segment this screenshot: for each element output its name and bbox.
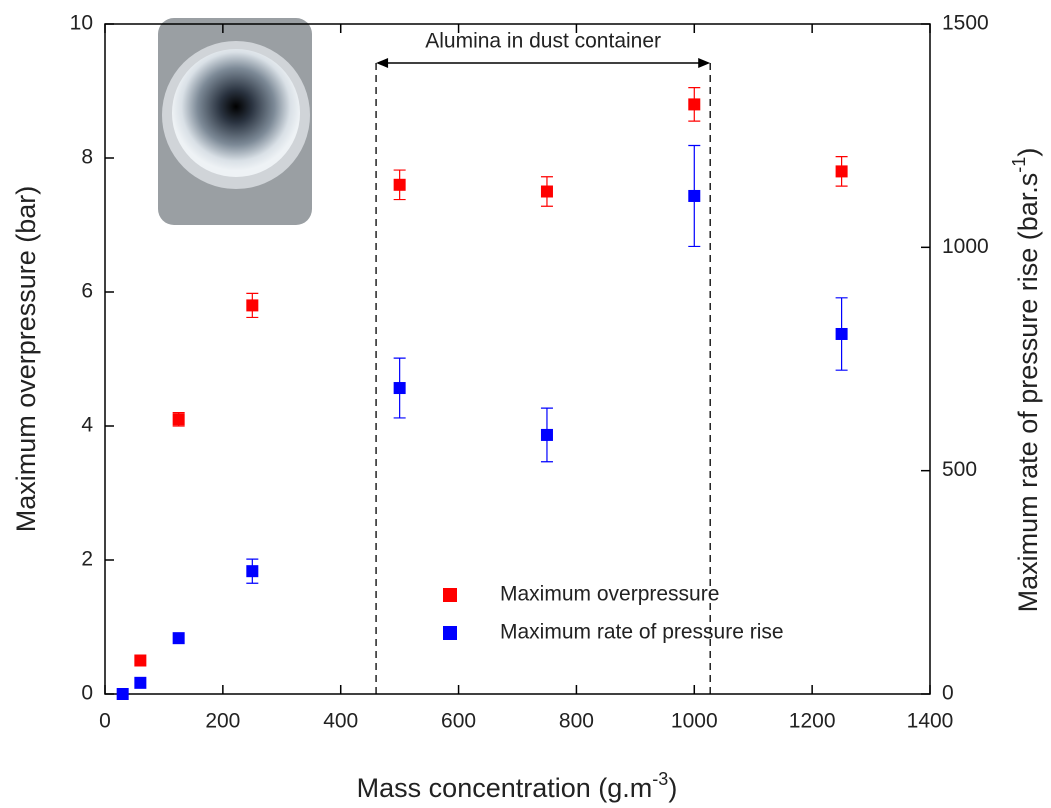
y-tick-label: 4 <box>81 414 93 437</box>
data-point <box>540 185 553 198</box>
y-tick-label: 2 <box>81 548 93 571</box>
data-point <box>172 413 185 426</box>
y-tick-label: 0 <box>81 682 93 705</box>
y-axis-title: Maximum overpressure (bar) <box>11 186 41 533</box>
x-tick-label: 1200 <box>789 710 836 733</box>
y2-axis-title-sup: -1 <box>1009 157 1029 173</box>
data-point <box>835 165 848 178</box>
x-tick-label: 0 <box>99 710 111 733</box>
x-axis-title-end: ) <box>668 773 677 803</box>
data-point <box>688 189 701 202</box>
data-point <box>393 178 406 191</box>
data-point <box>688 98 701 111</box>
x-tick-label: 200 <box>205 710 240 733</box>
x-tick-label: 1400 <box>907 710 954 733</box>
data-point <box>116 688 129 700</box>
y-tick-label: 6 <box>81 280 93 303</box>
y-tick-label: 8 <box>81 146 93 169</box>
legend-label: Maximum rate of pressure rise <box>500 621 784 644</box>
inset-photo <box>158 18 312 225</box>
legend-swatch <box>443 588 457 602</box>
data-point <box>134 654 147 667</box>
y-tick-label: 10 <box>70 12 93 35</box>
x-tick-label: 600 <box>441 710 476 733</box>
y2-axis-title-text: Maximum rate of pressure rise (bar.s <box>1013 173 1043 613</box>
data-point <box>835 327 848 340</box>
legend-label: Maximum overpressure <box>500 583 719 606</box>
plot-frame <box>104 23 931 695</box>
y2-tick-label: 0 <box>942 682 954 705</box>
x-tick-label: 1000 <box>671 710 718 733</box>
x-axis-title-sup: -3 <box>652 769 668 789</box>
x-tick-label: 400 <box>323 710 358 733</box>
annotation-text: Alumina in dust container <box>425 30 661 53</box>
data-point <box>246 565 259 578</box>
y2-axis-title-end: ) <box>1013 148 1043 157</box>
data-point <box>393 382 406 395</box>
data-point <box>172 632 185 645</box>
x-axis-title: Mass concentration (g.m-3) <box>357 769 678 803</box>
data-point <box>134 676 147 689</box>
x-axis-title-text: Mass concentration (g.m <box>357 773 653 803</box>
data-point <box>246 299 259 312</box>
y2-tick-label: 500 <box>942 458 977 481</box>
y2-tick-label: 1500 <box>942 12 989 35</box>
x-tick-label: 800 <box>559 710 594 733</box>
data-point <box>540 428 553 441</box>
legend-swatch <box>443 626 457 640</box>
y2-axis-title: Maximum rate of pressure rise (bar.s-1) <box>1009 148 1043 613</box>
y2-tick-label: 1000 <box>942 235 989 258</box>
